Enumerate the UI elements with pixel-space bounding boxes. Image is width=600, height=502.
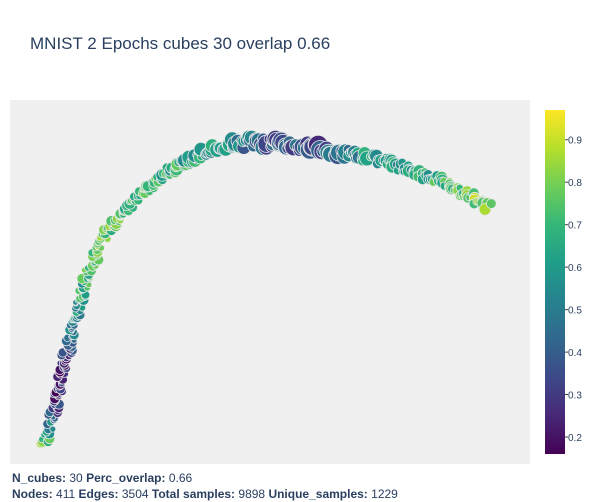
colorbar-tick-label: 0.4 xyxy=(568,348,582,359)
colorbar xyxy=(545,110,565,454)
footer-row-1: N_cubes: 30 Perc_overlap: 0.66 xyxy=(12,470,398,486)
graph-stats-footer: N_cubes: 30 Perc_overlap: 0.66 Nodes: 41… xyxy=(12,470,398,502)
plot-area[interactable] xyxy=(10,100,530,464)
unique-samples-value: 1229 xyxy=(371,487,398,501)
total-samples-label: Total samples: xyxy=(151,487,236,501)
colorbar-tick-label: 0.3 xyxy=(568,391,582,402)
colorbar-tick-label: 0.6 xyxy=(568,263,582,274)
perc-overlap-value: 0.66 xyxy=(168,471,193,485)
chart-svg: 0.2 0.3 0.4 0.5 0.6 0.7 0.8 0.9 xyxy=(10,100,582,464)
perc-overlap-label: Perc_overlap: xyxy=(86,471,166,485)
colorbar-tick-label: 0.9 xyxy=(568,136,582,147)
graph-node[interactable] xyxy=(485,198,497,209)
footer-row-2: Nodes: 411 Edges: 3504 Total samples: 98… xyxy=(12,486,398,502)
colorbar-ticks: 0.2 0.3 0.4 0.5 0.6 0.7 0.8 0.9 xyxy=(565,136,582,444)
colorbar-tick-label: 0.8 xyxy=(568,178,582,189)
n-cubes-value: 30 xyxy=(69,471,83,485)
colorbar-tick-label: 0.2 xyxy=(568,433,582,444)
chart-title: MNIST 2 Epochs cubes 30 overlap 0.66 xyxy=(30,34,331,53)
unique-samples-label: Unique_samples: xyxy=(268,487,368,501)
edges-value: 3504 xyxy=(121,487,149,501)
graph-nodes xyxy=(35,129,497,449)
nodes-value: 411 xyxy=(56,487,76,501)
nodes-label: Nodes: xyxy=(12,487,53,501)
edges-label: Edges: xyxy=(78,487,119,501)
colorbar-tick-label: 0.5 xyxy=(568,306,582,317)
total-samples-value: 9898 xyxy=(238,487,266,501)
n-cubes-label: N_cubes: xyxy=(12,471,67,485)
colorbar-tick-label: 0.7 xyxy=(568,221,582,232)
